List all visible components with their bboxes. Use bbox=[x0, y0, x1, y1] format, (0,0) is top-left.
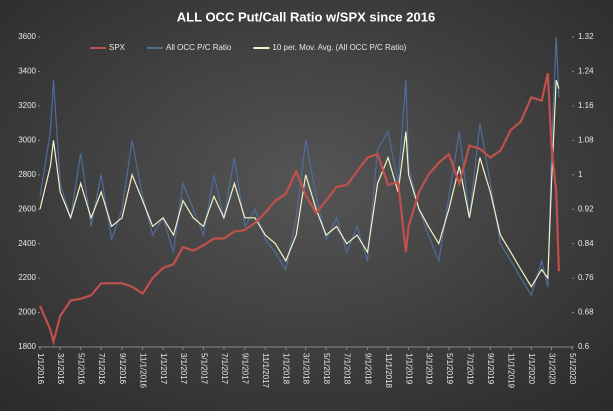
legend-label: All OCC P/C Ratio bbox=[166, 43, 232, 52]
x-tick-label: 9/1/2019 bbox=[486, 353, 495, 385]
x-tick-label: 3/1/2018 bbox=[302, 353, 311, 385]
y2-tick-label: 1.16 bbox=[578, 101, 594, 110]
x-tick-label: 5/1/2019 bbox=[445, 353, 454, 385]
x-tick-label: 11/1/2018 bbox=[384, 353, 393, 389]
x-tick-label: 3/1/2019 bbox=[424, 353, 433, 385]
y2-tick-label: 1 bbox=[578, 170, 583, 179]
y2-tick-label: 0.76 bbox=[578, 273, 594, 282]
y-tick-label: 1800 bbox=[18, 342, 36, 351]
x-tick-label: 5/1/2016 bbox=[77, 353, 86, 385]
series-line bbox=[38, 72, 560, 347]
x-tick-label: 7/1/2017 bbox=[220, 353, 229, 385]
x-tick-label: 5/1/2020 bbox=[568, 353, 577, 385]
y2-tick-label: 0.6 bbox=[578, 342, 590, 351]
y2-tick-label: 1.24 bbox=[578, 67, 594, 76]
series-line bbox=[39, 79, 560, 288]
legend-label: 10 per. Mov. Avg. (All OCC P/C Ratio) bbox=[272, 43, 406, 52]
legend-label: SPX bbox=[109, 43, 126, 52]
x-tick-label: 3/1/2017 bbox=[179, 353, 188, 385]
x-tick-label: 1/1/2018 bbox=[282, 353, 291, 385]
x-tick-label: 5/1/2018 bbox=[322, 353, 331, 385]
x-tick-label: 5/1/2017 bbox=[199, 353, 208, 385]
x-tick-label: 1/1/2016 bbox=[36, 353, 45, 385]
y2-tick-label: 1.32 bbox=[578, 32, 594, 41]
y-tick-label: 3200 bbox=[18, 101, 36, 110]
series-line bbox=[39, 36, 560, 297]
y2-tick-label: 0.68 bbox=[578, 308, 594, 317]
y-tick-label: 2200 bbox=[18, 273, 36, 282]
x-tick-label: 9/1/2016 bbox=[118, 353, 127, 385]
x-tick-label: 1/1/2020 bbox=[527, 353, 536, 385]
x-tick-label: 11/1/2017 bbox=[261, 353, 270, 389]
y-tick-label: 2800 bbox=[18, 170, 36, 179]
y-tick-label: 2000 bbox=[18, 308, 36, 317]
y2-tick-label: 0.84 bbox=[578, 239, 594, 248]
y-tick-label: 3400 bbox=[18, 67, 36, 76]
x-tick-label: 1/1/2019 bbox=[404, 353, 413, 385]
x-tick-label: 9/1/2018 bbox=[363, 353, 372, 385]
y2-tick-label: 1.08 bbox=[578, 135, 594, 144]
y-tick-label: 3600 bbox=[18, 32, 36, 41]
x-tick-label: 11/1/2016 bbox=[138, 353, 147, 389]
y-tick-label: 2600 bbox=[18, 204, 36, 213]
x-tick-label: 7/1/2016 bbox=[97, 353, 106, 385]
x-tick-label: 3/1/2016 bbox=[56, 353, 65, 385]
x-tick-label: 1/1/2017 bbox=[159, 353, 168, 385]
x-tick-label: 7/1/2019 bbox=[465, 353, 474, 385]
x-tick-label: 3/1/2020 bbox=[547, 353, 556, 385]
x-tick-label: 11/1/2019 bbox=[507, 353, 516, 389]
x-tick-label: 7/1/2018 bbox=[343, 353, 352, 385]
y2-tick-label: 0.92 bbox=[578, 204, 594, 213]
x-tick-label: 9/1/2017 bbox=[241, 353, 250, 385]
chart-title: ALL OCC Put/Call Ratio w/SPX since 2016 bbox=[177, 9, 435, 24]
y-tick-label: 2400 bbox=[18, 239, 36, 248]
y-tick-label: 3000 bbox=[18, 135, 36, 144]
